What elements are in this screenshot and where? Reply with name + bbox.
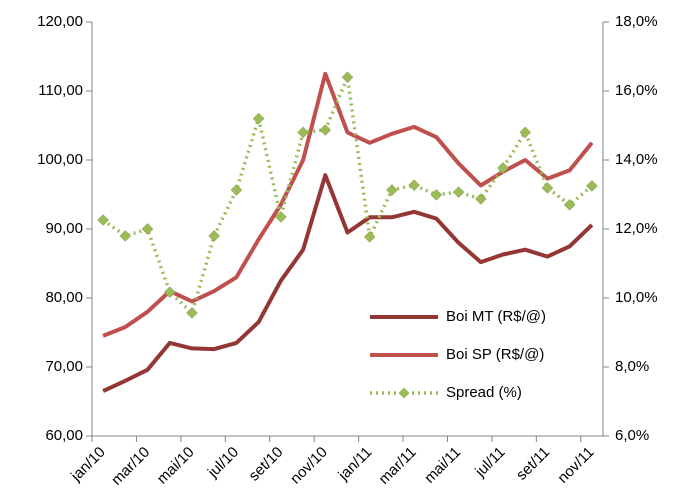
legend-marker — [398, 387, 410, 399]
x-tick-label: nov/10 — [287, 444, 331, 488]
y2-tick-label: 12,0% — [615, 220, 658, 237]
y2-tick-label: 16,0% — [615, 82, 658, 99]
series-marker — [341, 71, 354, 84]
y2-tick-label: 14,0% — [615, 151, 658, 168]
x-tick-label: mar/10 — [108, 444, 153, 489]
x-tick-label: mar/11 — [376, 444, 420, 488]
x-tick-label: jan/10 — [67, 444, 109, 486]
x-tick-label: nov/11 — [554, 444, 597, 487]
y-tick-label: 90,00 — [45, 220, 83, 237]
series-marker — [119, 230, 132, 242]
y-tick-label: 120,00 — [37, 13, 83, 30]
y-tick-label: 60,00 — [45, 427, 83, 444]
series-marker — [563, 198, 576, 211]
x-tick-label: jul/10 — [204, 444, 242, 482]
series-marker — [519, 126, 532, 139]
legend-label: Spread (%) — [446, 384, 522, 401]
series-marker — [363, 231, 376, 243]
series-marker — [319, 124, 332, 136]
y-tick-label: 110,00 — [38, 82, 83, 99]
y2-tick-label: 8,0% — [615, 358, 649, 375]
y2-tick-label: 10,0% — [615, 289, 658, 306]
series-marker — [408, 179, 421, 192]
legend-label: Boi MT (R$/@) — [446, 308, 546, 325]
series-marker — [208, 230, 221, 242]
series-marker — [186, 306, 198, 319]
legend-label: Boi SP (R$/@) — [446, 346, 544, 363]
series-marker — [274, 211, 287, 223]
y2-tick-label: 6,0% — [615, 427, 649, 444]
series-marker — [586, 180, 598, 192]
series-marker — [497, 162, 509, 174]
series-marker — [163, 286, 176, 298]
x-tick-label: set/11 — [513, 444, 553, 484]
series-marker — [141, 223, 154, 235]
x-tick-label: mai/11 — [421, 444, 464, 487]
series-line — [102, 75, 594, 315]
series-line — [102, 71, 594, 338]
series-marker — [97, 214, 109, 226]
series-marker — [386, 184, 398, 196]
y-tick-label: 70,00 — [45, 358, 83, 375]
series-marker — [297, 126, 309, 139]
x-tick-label: set/10 — [246, 444, 287, 485]
series-marker — [430, 188, 443, 201]
series-marker — [541, 182, 554, 194]
y2-tick-label: 18,0% — [615, 13, 658, 30]
series-line — [102, 173, 594, 393]
y-tick-label: 100,00 — [37, 151, 83, 168]
series-marker — [474, 193, 487, 205]
series-marker — [230, 184, 243, 196]
y-tick-label: 80,00 — [45, 289, 83, 306]
series-marker — [252, 112, 265, 125]
x-tick-label: jan/11 — [335, 444, 376, 485]
series-marker — [452, 186, 465, 198]
x-tick-label: mai/10 — [154, 444, 198, 488]
x-tick-label: jul/11 — [471, 444, 508, 481]
